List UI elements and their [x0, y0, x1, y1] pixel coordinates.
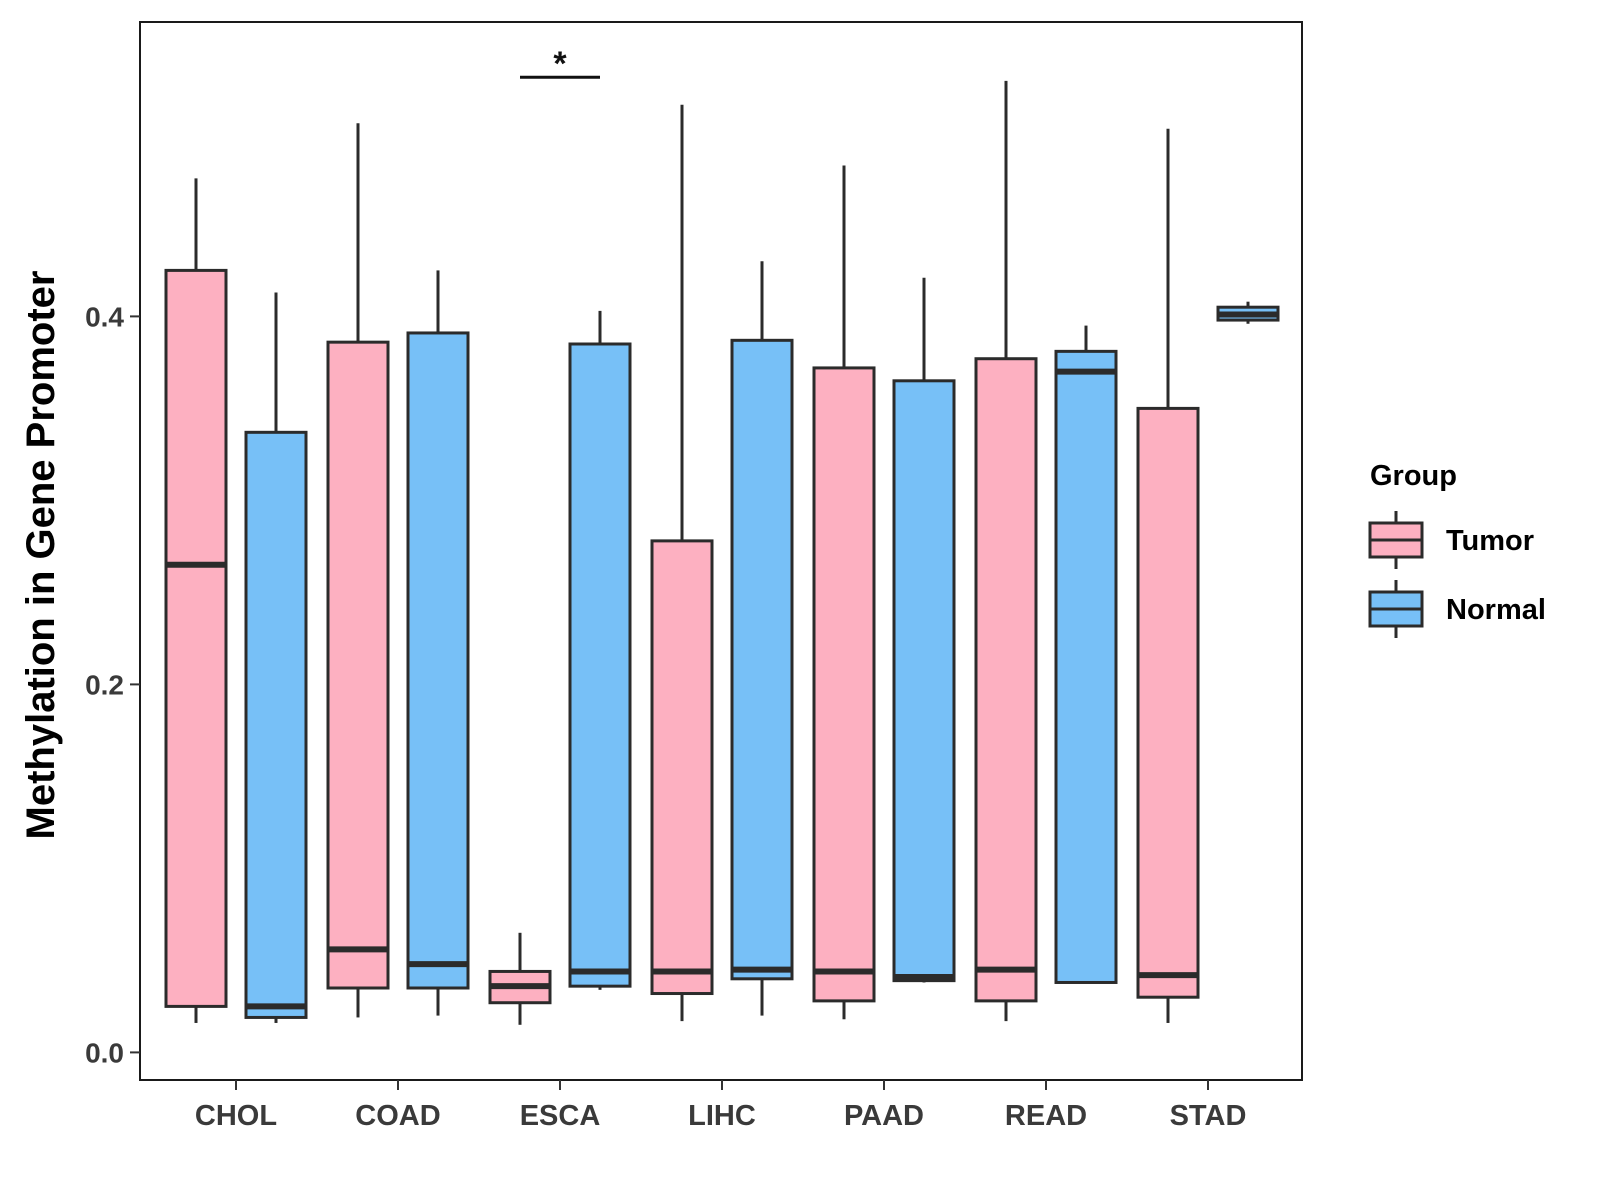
box-tumor-esca — [488, 932, 552, 1025]
x-tick-label-lihc: LIHC — [688, 1100, 756, 1132]
box-body-tumor-stad — [1136, 406, 1200, 999]
box-tumor-paad — [812, 165, 876, 1020]
significance-annotations: * — [520, 45, 600, 83]
x-axis: CHOL COAD ESCA LIHC PAAD READ STAD — [195, 1080, 1246, 1132]
y-axis: 0.0 0.2 0.4 — [85, 301, 140, 1068]
box-body-normal-coad — [406, 331, 470, 990]
x-tick-label-coad: COAD — [355, 1100, 440, 1132]
box-normal-lihc — [730, 261, 794, 1016]
legend-title: Group — [1370, 460, 1457, 492]
box-body-tumor-chol — [164, 268, 228, 1008]
box-tumor-coad — [326, 123, 390, 1018]
legend-entry-tumor: Tumor — [1368, 511, 1534, 569]
box-normal-esca — [568, 310, 632, 990]
x-tick-label-stad: STAD — [1170, 1100, 1247, 1132]
x-tick-label-chol: CHOL — [195, 1100, 277, 1132]
box-normal-read — [1054, 325, 1118, 984]
box-body-tumor-paad — [812, 366, 876, 1003]
box-marks — [164, 80, 1280, 1025]
box-normal-coad — [406, 270, 470, 1016]
legend-entry-normal: Normal — [1368, 580, 1546, 638]
box-body-tumor-coad — [326, 340, 390, 990]
x-tick-label-esca: ESCA — [520, 1100, 601, 1132]
box-body-tumor-lihc — [650, 539, 714, 996]
box-tumor-read — [974, 80, 1038, 1022]
x-tick-label-paad: PAAD — [844, 1100, 924, 1132]
box-body-normal-read — [1054, 349, 1118, 984]
x-tick-label-read: READ — [1005, 1100, 1087, 1132]
box-tumor-lihc — [650, 104, 714, 1022]
significance-label-0: * — [553, 45, 567, 83]
legend-label-tumor: Tumor — [1446, 525, 1534, 557]
box-body-normal-lihc — [730, 338, 794, 981]
box-body-normal-chol — [244, 430, 308, 1019]
legend-label-normal: Normal — [1446, 594, 1546, 626]
y-axis-title: Methylation in Gene Promoter — [19, 271, 63, 840]
box-normal-paad — [892, 277, 956, 983]
y-tick-label-2: 0.4 — [85, 301, 124, 332]
box-body-tumor-read — [974, 357, 1038, 1003]
box-normal-stad — [1216, 301, 1280, 324]
y-tick-label-0: 0.0 — [85, 1037, 124, 1068]
box-tumor-chol — [164, 178, 228, 1023]
box-body-normal-esca — [568, 342, 632, 988]
legend: Group Tumor Normal — [1368, 460, 1546, 638]
box-tumor-stad — [1136, 128, 1200, 1023]
y-tick-label-1: 0.2 — [85, 669, 124, 700]
box-body-normal-paad — [892, 379, 956, 983]
plot-panel-border — [139, 21, 1303, 1081]
box-normal-chol — [244, 292, 308, 1023]
